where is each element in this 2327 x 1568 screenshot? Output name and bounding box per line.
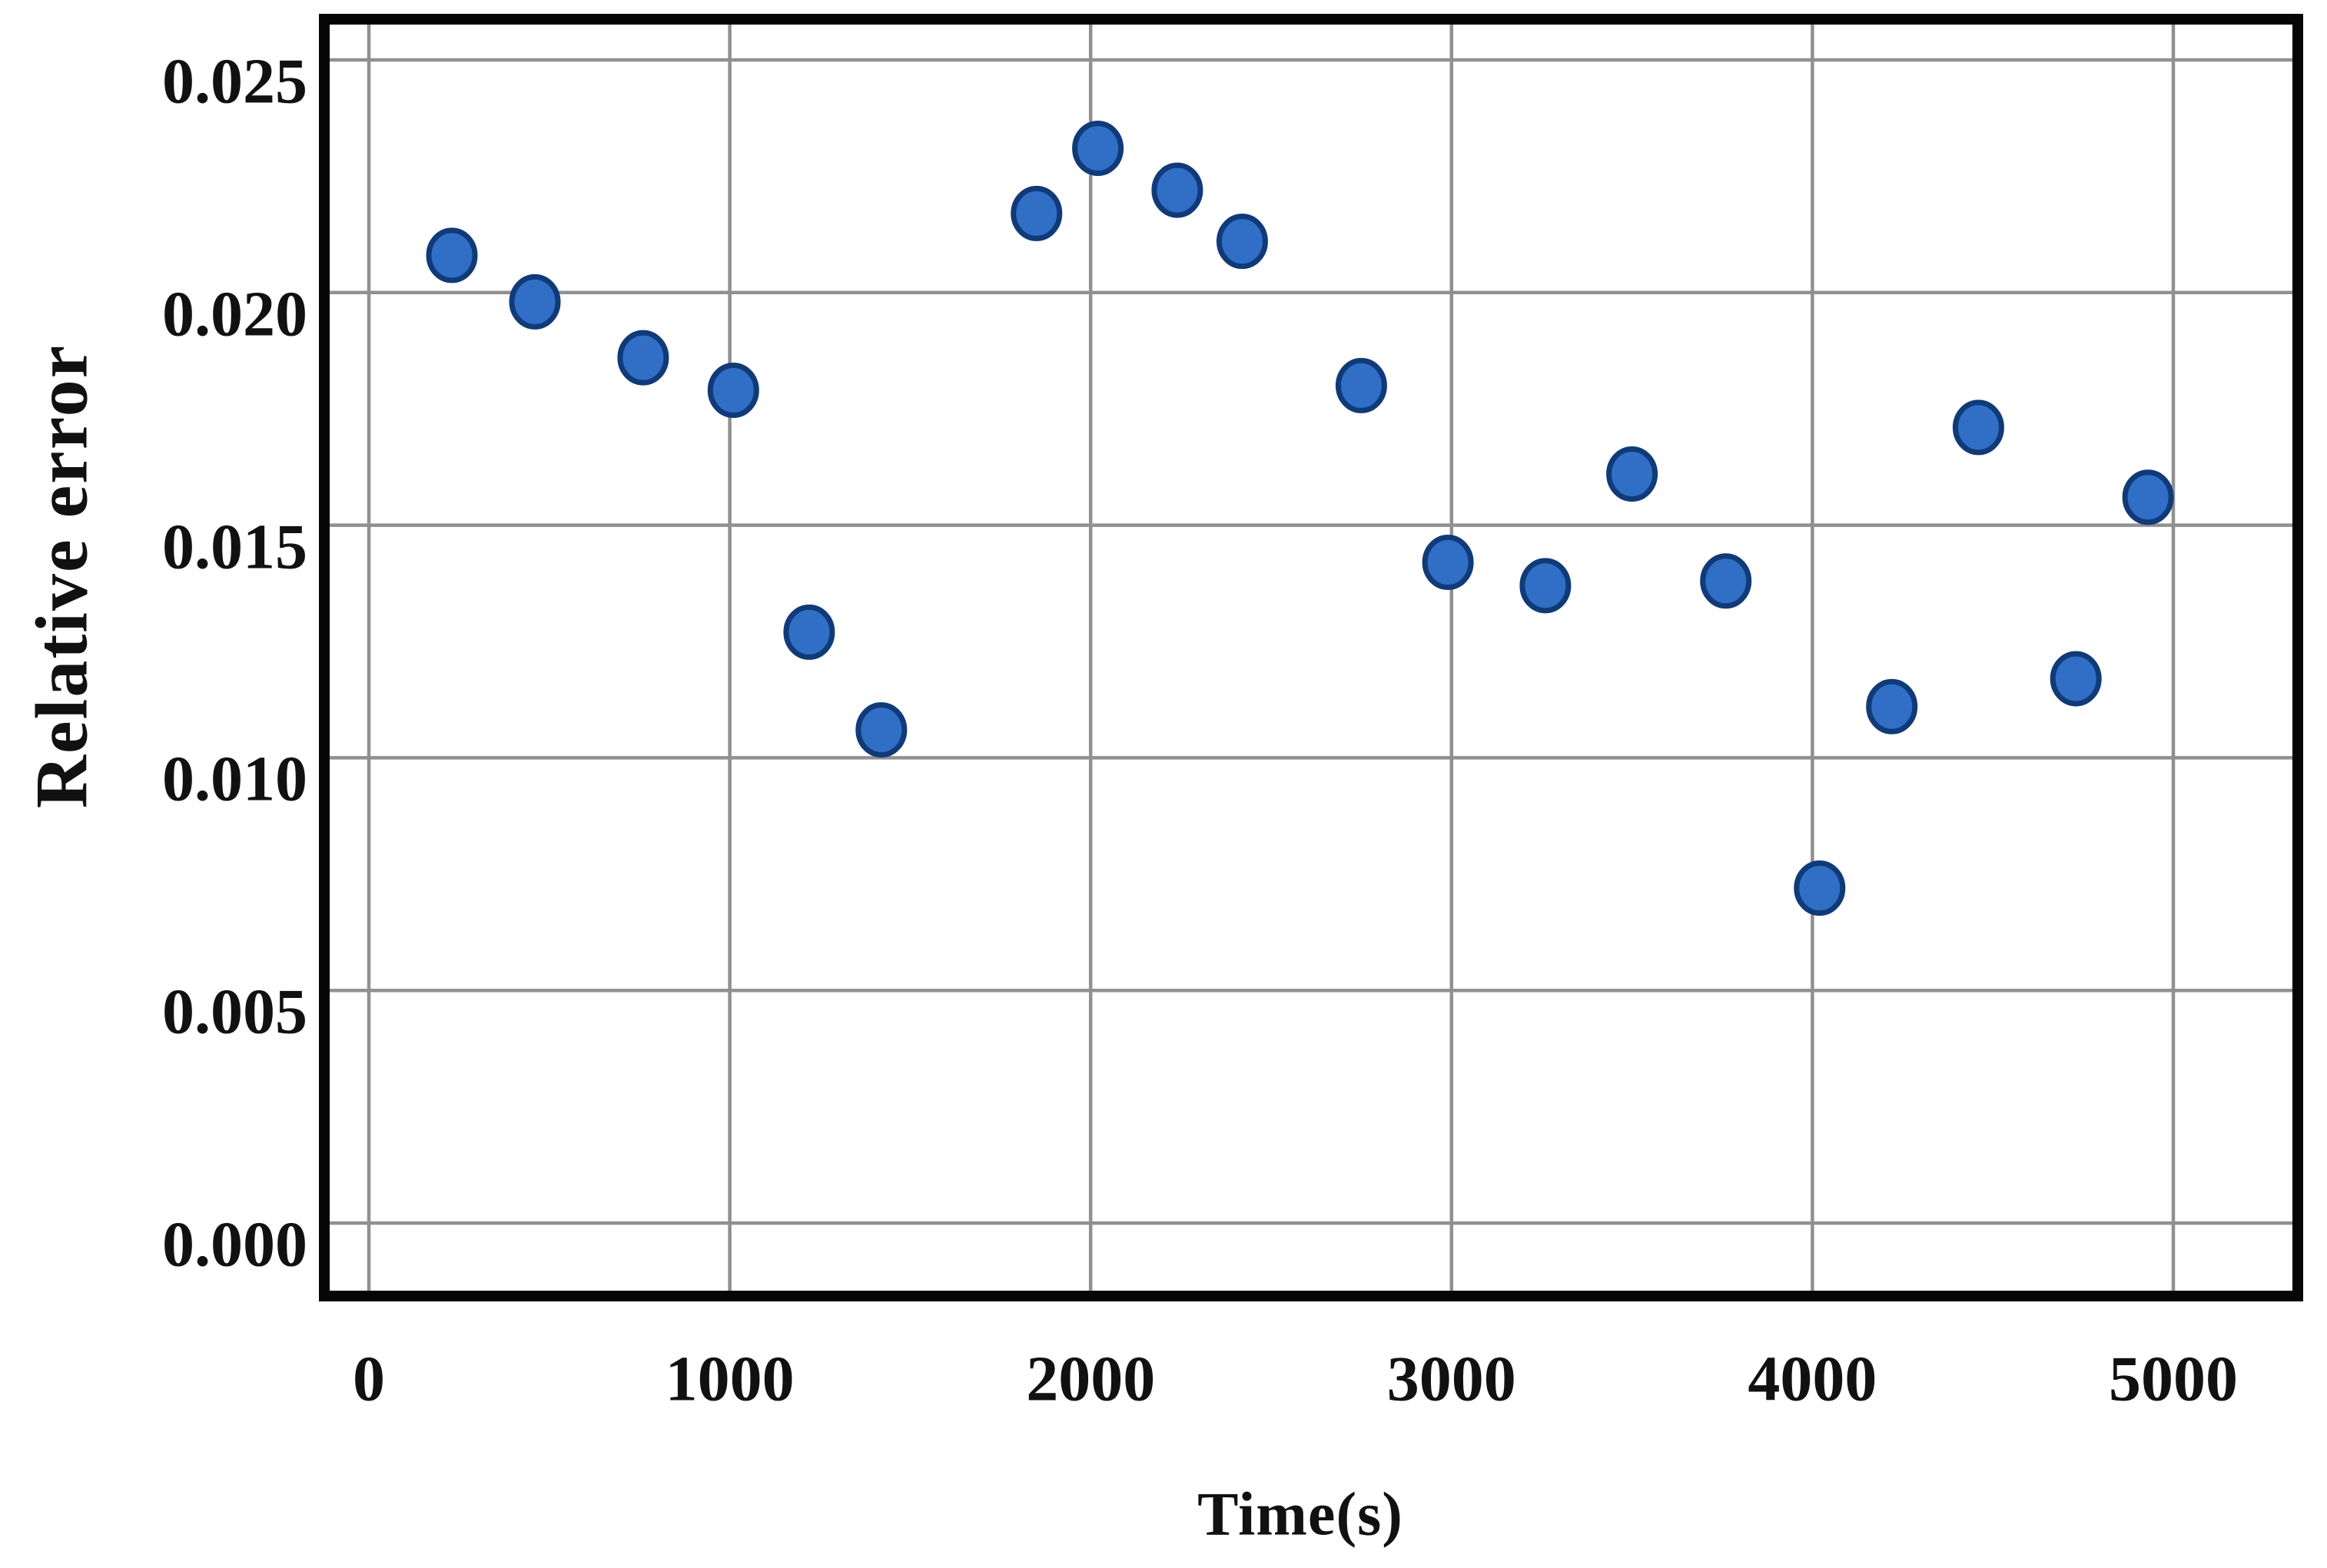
x-tick-label: 3000 <box>1386 1343 1516 1415</box>
data-point <box>707 362 759 418</box>
x-tick-label: 1000 <box>665 1343 795 1415</box>
data-point <box>1794 860 1846 916</box>
data-point <box>1335 357 1387 413</box>
data-point <box>617 330 669 386</box>
y-tick-label: 0.000 <box>162 1208 307 1281</box>
x-tick-label: 5000 <box>2109 1343 2238 1415</box>
x-tick-label: 2000 <box>1026 1343 1156 1415</box>
data-point <box>1606 446 1658 502</box>
data-point <box>1216 214 1268 270</box>
y-tick-label: 0.025 <box>162 45 307 118</box>
data-point <box>1072 121 1124 177</box>
data-point <box>1422 535 1474 591</box>
data-point <box>2050 651 2102 707</box>
data-point <box>1700 553 1752 609</box>
y-axis-title: Relative error <box>20 343 103 809</box>
plot-border <box>319 14 2303 1301</box>
data-point <box>1866 678 1918 734</box>
y-tick-label: 0.010 <box>162 743 307 815</box>
y-tick-label: 0.005 <box>162 976 307 1048</box>
data-point <box>1011 185 1063 241</box>
x-axis-title: Time(s) <box>1197 1480 1403 1549</box>
data-point <box>509 273 561 330</box>
data-point <box>1952 399 2004 456</box>
data-point <box>1151 162 1203 218</box>
y-tick-label: 0.020 <box>162 278 307 350</box>
data-point <box>783 604 835 660</box>
data-point <box>1519 558 1572 614</box>
data-point <box>426 227 478 283</box>
x-tick-label: 4000 <box>1748 1343 1877 1415</box>
data-point <box>2122 469 2174 525</box>
data-point <box>855 702 908 758</box>
y-tick-label: 0.015 <box>162 511 307 583</box>
x-tick-label: 0 <box>353 1343 385 1415</box>
